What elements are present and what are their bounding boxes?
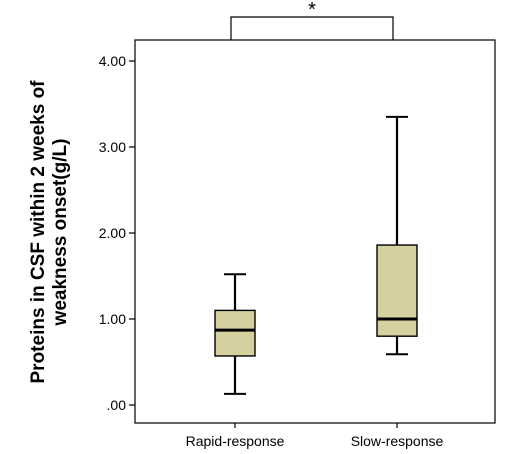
y-tick-label: 3.00 [99, 139, 126, 155]
iqr-box [214, 309, 256, 357]
y-axis-ticks: .00 1.00 2.00 3.00 4.00 [99, 53, 135, 413]
boxes [214, 115, 418, 395]
y-tick-label: 2.00 [99, 225, 126, 241]
y-tick-label: .00 [107, 397, 127, 413]
significance-bracket: * [230, 0, 394, 40]
y-axis-title-line-1: Proteins in CSF within 2 weeks of [28, 80, 49, 384]
box-slow-response [376, 115, 418, 356]
x-category-label: Slow-response [351, 433, 444, 449]
significance-bracket-line [230, 16, 394, 40]
significance-marker: * [308, 0, 316, 21]
y-axis-title: Proteins in CSF within 2 weeks of weakne… [28, 80, 71, 384]
x-category-label: Rapid-response [186, 433, 285, 449]
box-rapid-response [214, 273, 256, 395]
iqr-box [376, 244, 418, 337]
plot-frame [134, 39, 496, 424]
y-tick-label: 4.00 [99, 53, 126, 69]
x-axis-labels: Rapid-response Slow-response [186, 423, 444, 449]
y-axis-title-line-2: weakness onset(g/L) [50, 139, 71, 327]
y-tick-label: 1.00 [99, 311, 126, 327]
